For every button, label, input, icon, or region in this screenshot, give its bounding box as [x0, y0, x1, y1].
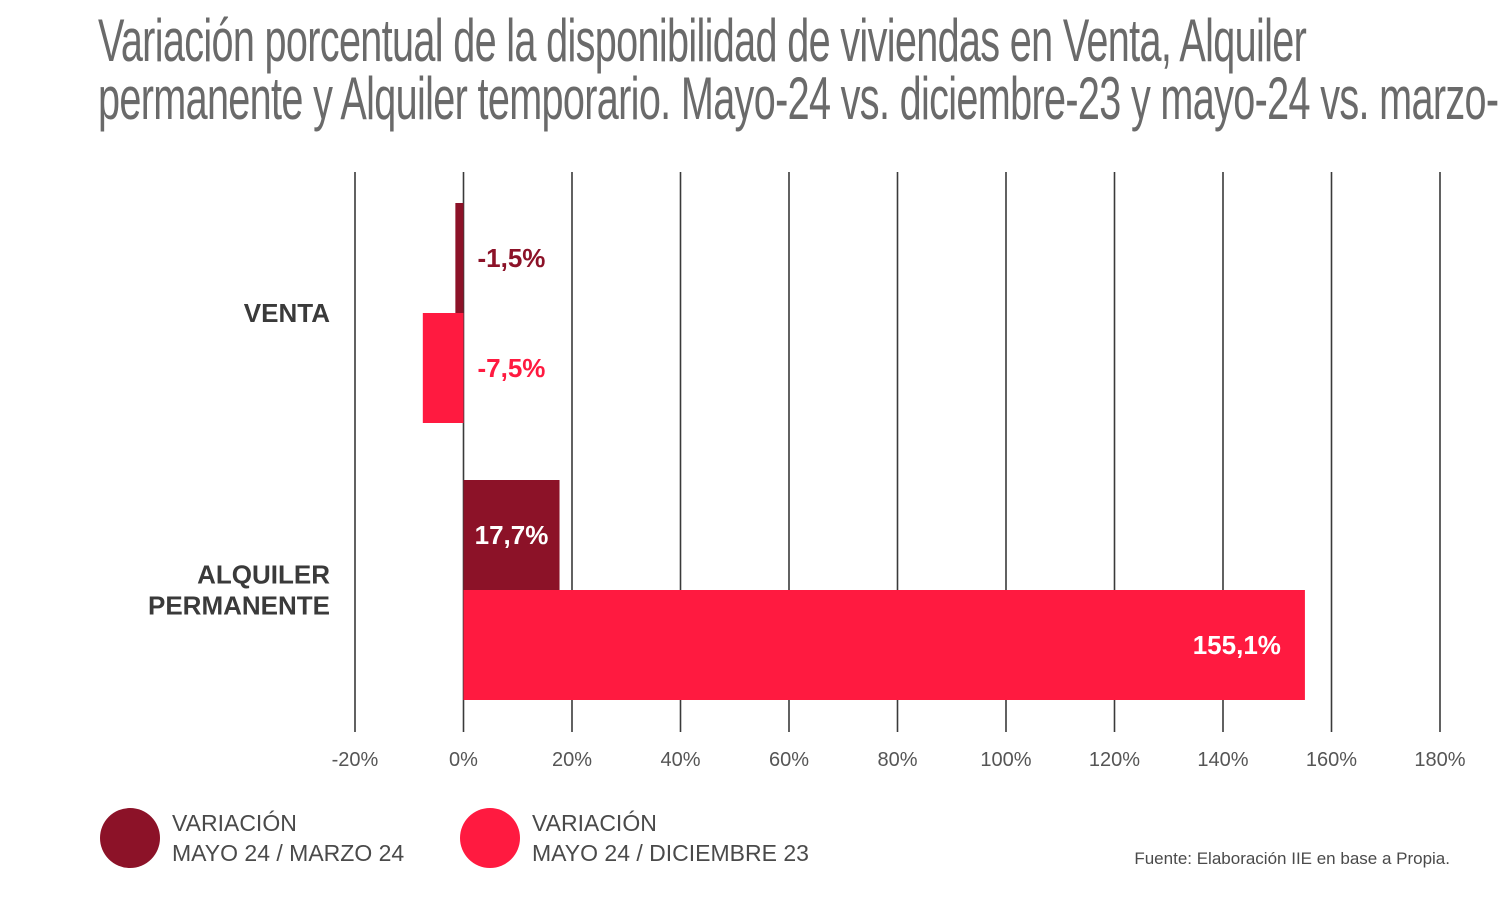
data-label: 155,1% [1193, 630, 1281, 660]
x-tick-label: 140% [1197, 749, 1248, 771]
x-tick-label: 60% [769, 749, 809, 771]
bar [463, 590, 1305, 700]
data-label: -7,5% [478, 353, 546, 383]
legend-label-line: MAYO 24 / DICIEMBRE 23 [532, 840, 809, 866]
bar [455, 203, 464, 313]
x-tick-label: -20% [332, 749, 379, 771]
data-label: -1,5% [478, 243, 546, 273]
category-label: VENTA [244, 298, 330, 328]
bar [422, 313, 464, 423]
category-label-line: ALQUILER [197, 560, 330, 590]
value-labels: -1,5% -7,5% 17,7% 155,1% [475, 243, 1281, 660]
x-tick-label: 120% [1089, 749, 1140, 771]
x-tick-label: 40% [660, 749, 700, 771]
x-tick-label: 180% [1414, 749, 1465, 771]
category-label-line: VENTA [244, 298, 330, 328]
category-label-line: PERMANENTE [148, 591, 330, 621]
legend-swatch-red [460, 808, 520, 868]
legend-label-line: VARIACIÓN [532, 810, 657, 836]
x-tick-label: 160% [1306, 749, 1357, 771]
bar [463, 480, 560, 590]
x-tick-label: 20% [552, 749, 592, 771]
legend-label-line: VARIACIÓN [172, 810, 297, 836]
legend-item-mayo-marzo: VARIACIÓN MAYO 24 / MARZO 24 [100, 808, 404, 868]
bars [422, 203, 1305, 700]
category-label: ALQUILER PERMANENTE [148, 560, 330, 621]
x-axis-tick-labels: -20% 0% 20% 40% 60% 80% 100% 120% 140% 160% 180% [332, 749, 1466, 771]
data-label: 17,7% [475, 520, 549, 550]
legend-swatch-dark-red [100, 808, 160, 868]
chart-title: Variación porcentual de la disponibilida… [98, 11, 1500, 129]
x-tick-label: 0% [449, 749, 478, 771]
legend-label-line: MAYO 24 / MARZO 24 [172, 840, 405, 866]
legend-label: VARIACIÓN MAYO 24 / DICIEMBRE 23 [532, 808, 809, 868]
x-tick-label: 80% [877, 749, 917, 771]
legend-label: VARIACIÓN MAYO 24 / MARZO 24 [172, 808, 404, 868]
x-tick-label: 100% [980, 749, 1031, 771]
category-labels: VENTA ALQUILER PERMANENTE [148, 298, 330, 621]
legend-item-mayo-diciembre: VARIACIÓN MAYO 24 / DICIEMBRE 23 [460, 808, 809, 868]
source-note: Fuente: Elaboración IIE en base a Propia… [1134, 849, 1450, 868]
